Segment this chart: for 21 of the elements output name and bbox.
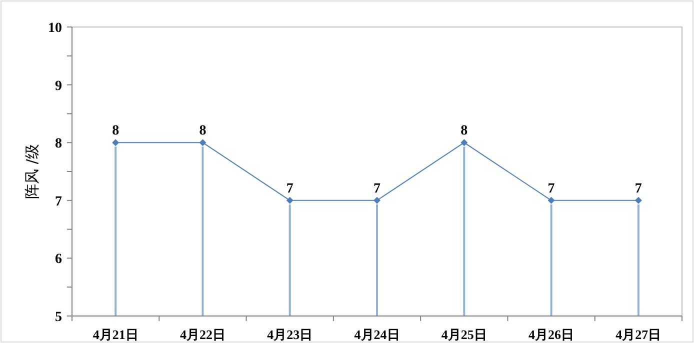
data-label: 7 xyxy=(374,181,380,196)
data-label: 8 xyxy=(112,124,120,139)
data-label: 7 xyxy=(548,181,555,196)
y-axis-title: 阵风 /级 xyxy=(23,144,41,199)
y-tick-label: 10 xyxy=(48,21,62,36)
x-tick-label: 4月25日 xyxy=(441,327,487,342)
y-tick-label: 6 xyxy=(55,252,62,268)
x-tick-label: 4月22日 xyxy=(180,327,226,342)
y-tick-label: 8 xyxy=(55,136,62,152)
x-tick-label: 4月27日 xyxy=(616,327,662,342)
data-label: 8 xyxy=(460,124,468,139)
x-tick-label: 4月21日 xyxy=(92,327,138,342)
x-tick-label: 4月26日 xyxy=(528,327,574,342)
data-label: 7 xyxy=(634,181,642,196)
data-label: 8 xyxy=(199,124,206,139)
x-tick-label: 4月24日 xyxy=(354,327,400,342)
y-tick-label: 5 xyxy=(55,310,62,325)
data-label: 7 xyxy=(286,181,294,196)
y-tick-label: 9 xyxy=(55,78,62,94)
x-tick-label: 4月23日 xyxy=(267,327,313,342)
y-tick-label: 7 xyxy=(55,194,62,210)
